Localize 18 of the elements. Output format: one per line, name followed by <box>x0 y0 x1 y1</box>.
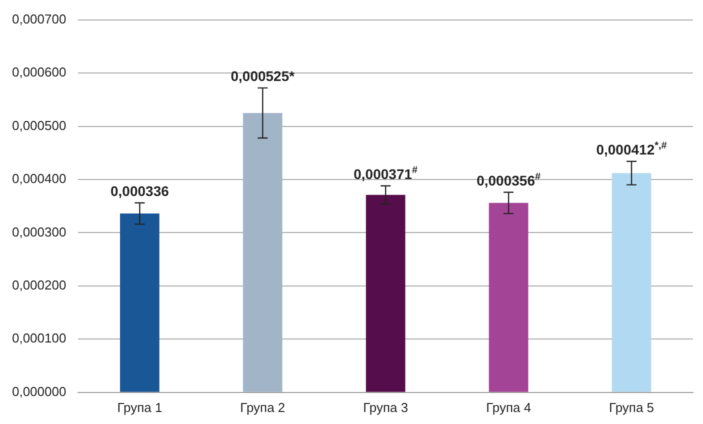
x-tick-label: Група 3 <box>363 400 408 415</box>
y-tick-label: 0,000400 <box>12 171 66 186</box>
y-tick-label: 0,000500 <box>12 118 66 133</box>
data-label: 0,000371# <box>354 164 418 182</box>
y-tick-label: 0,000600 <box>12 64 66 80</box>
data-label: 0,000412*,# <box>596 140 668 158</box>
y-tick-label: 0,000100 <box>12 330 66 346</box>
data-label: 0,000356# <box>476 171 541 188</box>
data-label: 0,000525* <box>230 68 296 84</box>
y-tick-label: 0,000000 <box>12 384 66 399</box>
y-tick-label: 0,000300 <box>12 224 66 240</box>
x-tick-label: Група 4 <box>486 400 532 415</box>
x-tick-label: Група 5 <box>609 400 654 415</box>
x-tick-label: Група 2 <box>240 400 286 415</box>
x-tick-label: Група 1 <box>117 400 162 415</box>
y-tick-label: 0,000200 <box>12 278 66 293</box>
y-tick-label: 0,000700 <box>12 11 66 26</box>
data-label: 0,000336 <box>110 182 170 199</box>
